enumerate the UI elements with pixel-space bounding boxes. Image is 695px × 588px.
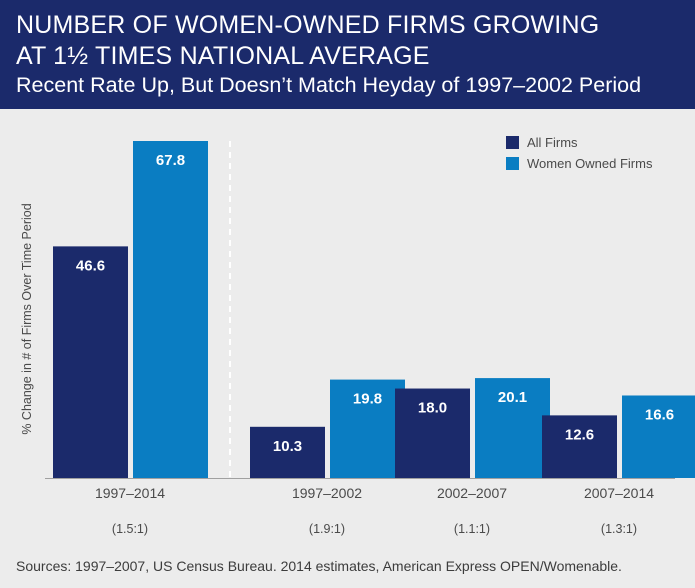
bar-all-firms-1 [250, 426, 325, 478]
y-axis-label: % Change in # of Firms Over Time Period [20, 203, 34, 434]
legend-swatch-women-owned [506, 157, 519, 170]
ratio-label-1: (1.9:1) [309, 522, 345, 536]
bar-women-owned-1 [330, 379, 405, 478]
data-label-women-owned-3: 16.6 [645, 406, 674, 423]
data-label-women-owned-0: 67.8 [156, 152, 185, 169]
category-label-2: 2002–2007 [437, 485, 507, 501]
ratio-label-0: (1.5:1) [112, 522, 148, 536]
bar-all-firms-3 [542, 415, 617, 478]
data-label-women-owned-2: 20.1 [498, 389, 527, 406]
data-label-all-firms-2: 18.0 [418, 400, 447, 417]
source-note: Sources: 1997–2007, US Census Bureau. 20… [16, 558, 622, 574]
chart-title-line-1: NUMBER OF WOMEN-OWNED FIRMS GROWING [16, 11, 600, 39]
legend-label-all-firms: All Firms [527, 135, 578, 150]
data-label-all-firms-3: 12.6 [565, 426, 594, 443]
category-label-1: 1997–2002 [292, 485, 362, 501]
bar-all-firms-2 [395, 388, 470, 478]
bar-women-owned-0 [133, 141, 208, 478]
ratio-label-3: (1.3:1) [601, 522, 637, 536]
bar-all-firms-0 [53, 246, 128, 478]
legend-label-women-owned: Women Owned Firms [527, 156, 653, 171]
data-label-all-firms-1: 10.3 [273, 438, 302, 455]
ratio-label-2: (1.1:1) [454, 522, 490, 536]
chart-header: NUMBER OF WOMEN-OWNED FIRMS GROWING AT 1… [0, 0, 695, 109]
data-label-all-firms-0: 46.6 [76, 257, 105, 274]
category-label-3: 2007–2014 [584, 485, 654, 501]
category-label-0: 1997–2014 [95, 485, 165, 501]
legend-swatch-all-firms [506, 136, 519, 149]
data-label-women-owned-1: 19.8 [353, 391, 382, 408]
bar-women-owned-3 [622, 395, 695, 478]
bar-women-owned-2 [475, 378, 550, 478]
chart-subtitle: Recent Rate Up, But Doesn’t Match Heyday… [16, 73, 642, 97]
chart-title-line-2: AT 1½ TIMES NATIONAL AVERAGE [16, 42, 430, 70]
